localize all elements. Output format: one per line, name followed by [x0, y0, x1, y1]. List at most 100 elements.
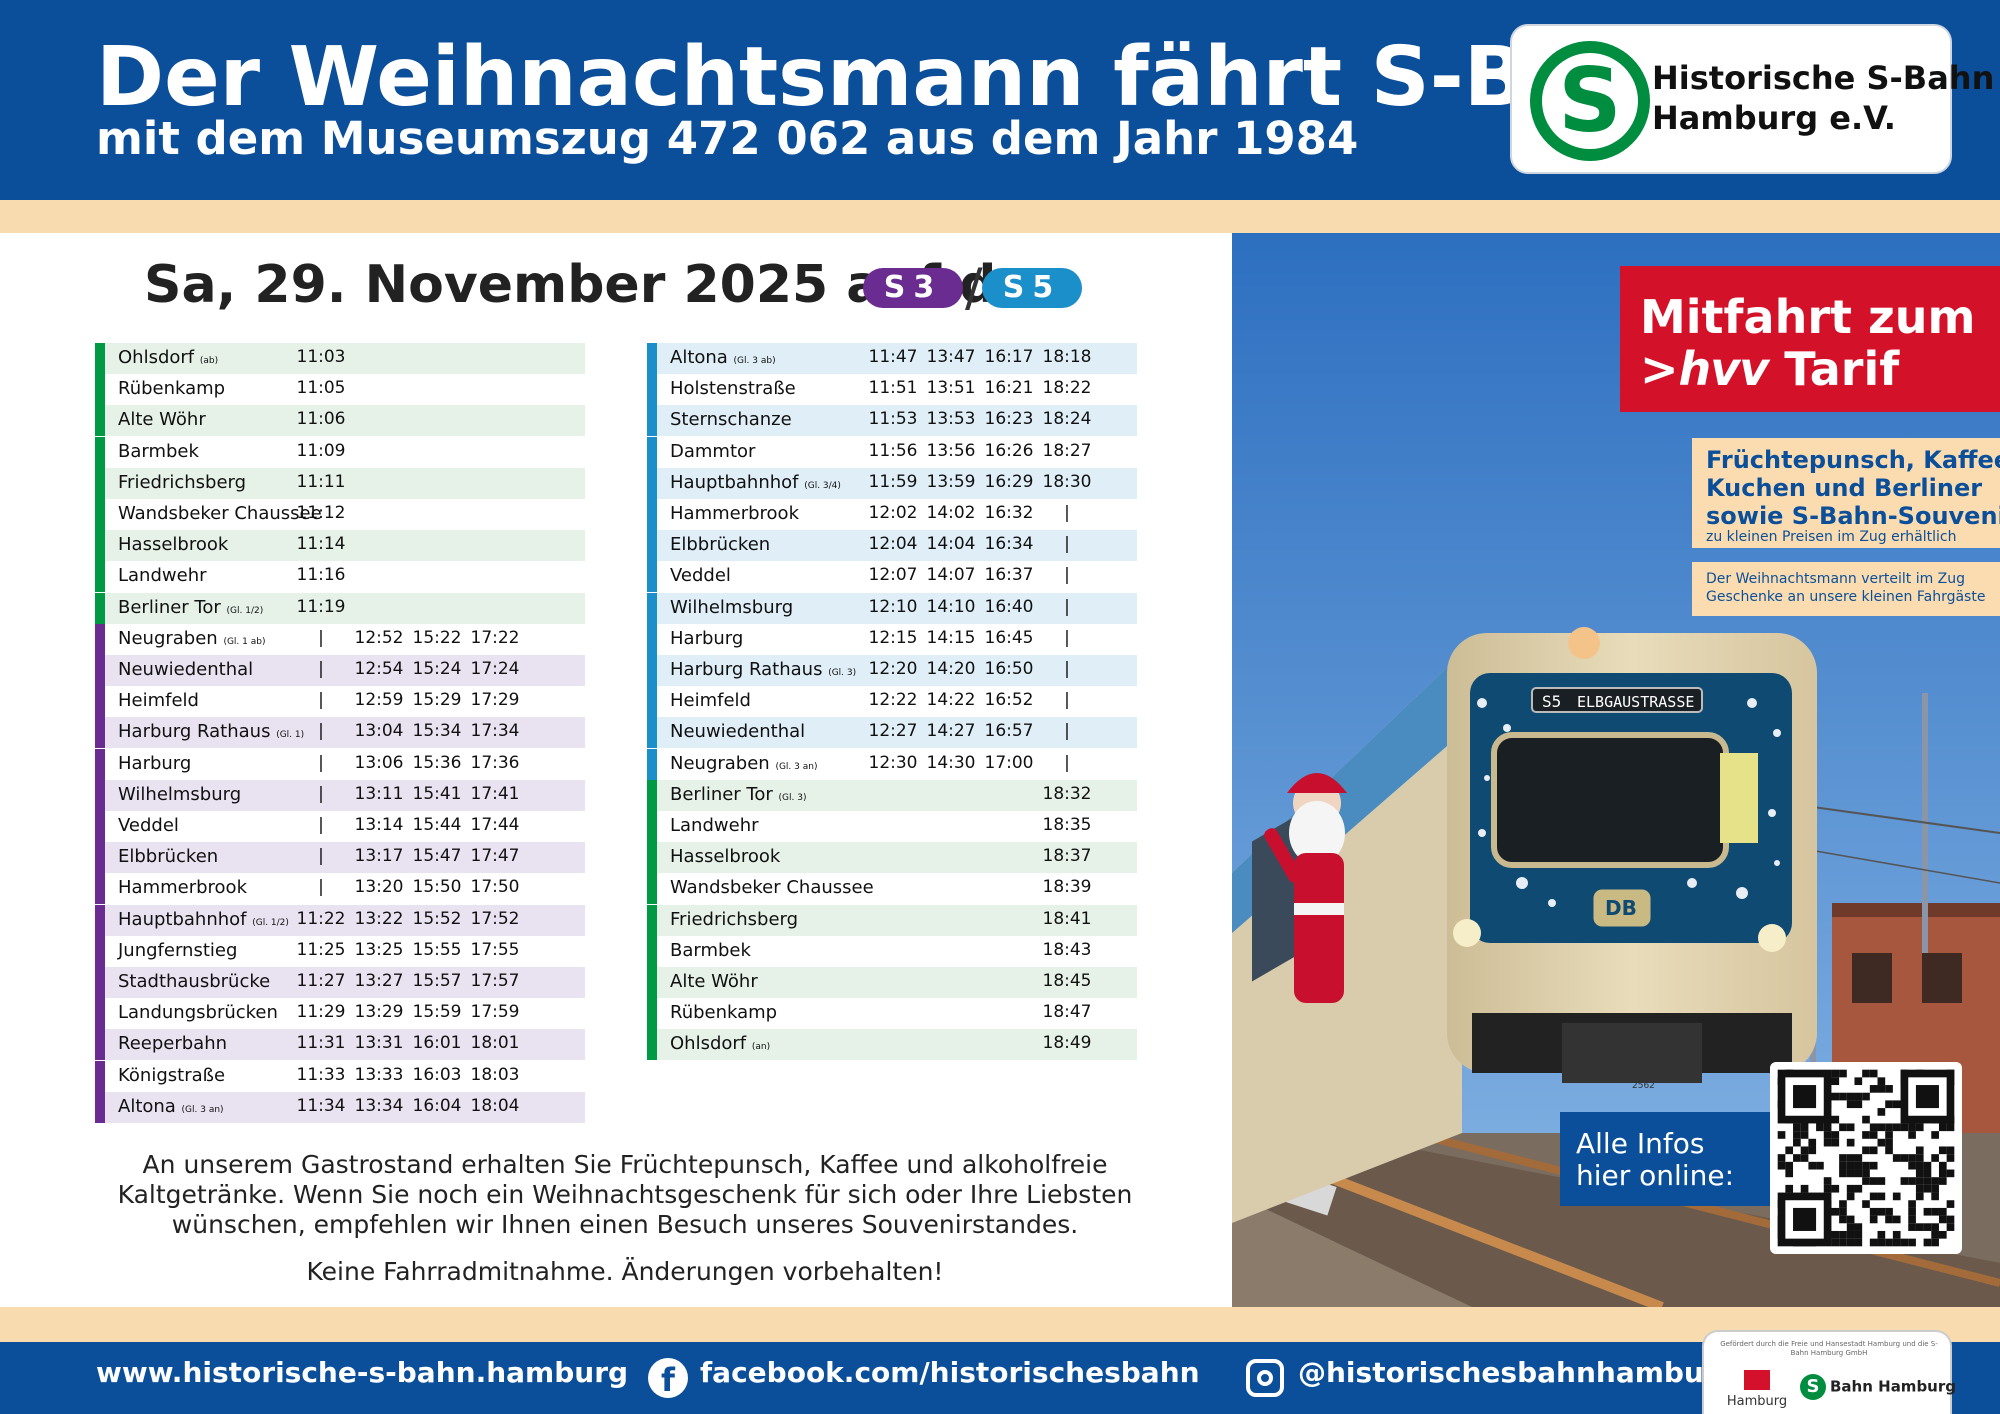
departure-time: 17:22	[470, 627, 520, 648]
departure-time: |	[318, 721, 324, 742]
gift-box: Der Weihnachtsmann verteilt im Zug Gesch…	[1692, 562, 2000, 616]
qr-code[interactable]	[1770, 1062, 1962, 1254]
departure-time: 15:22	[412, 627, 462, 648]
departure-time: |	[1064, 721, 1070, 742]
departure-time: 12:04	[868, 534, 918, 555]
platform-note: (Gl. 1/2)	[226, 605, 264, 616]
station-name: Neuwiedenthal	[118, 659, 254, 680]
line-color-bar	[95, 873, 105, 905]
station-name: Ohlsdorf (ab)	[118, 347, 219, 368]
divider-band	[0, 200, 2000, 233]
departure-time: 12:20	[868, 659, 918, 679]
station-name: Berliner Tor (Gl. 1/2)	[118, 596, 264, 618]
website-link[interactable]: www.historische-s-bahn.hamburg	[96, 1356, 629, 1389]
divider-band-bottom	[0, 1307, 2000, 1342]
table-row: Wandsbeker Chaussee 11:12	[95, 499, 585, 530]
table-row: Dammtor 11:56 13:56 16:26 18:27	[647, 436, 1137, 468]
departure-time: 11:31	[296, 1033, 346, 1054]
line-color-bar	[647, 499, 657, 530]
table-row: Barmbek 18:43	[647, 935, 1137, 967]
station-name: Hasselbrook	[118, 534, 229, 556]
line-color-bar	[647, 935, 657, 967]
station-name: Neugraben (Gl. 1 ab)	[118, 627, 266, 649]
table-row: Hauptbahnhof (Gl. 3/4) 11:59 13:59 16:29 18:…	[647, 467, 1137, 499]
hvv-fare-badge: Mitfahrt zum >hvv Tarif	[1620, 266, 2000, 412]
departure-time: 18:35	[1042, 815, 1092, 835]
table-row: Wilhelmsburg 12:10 14:10 16:40 |	[647, 592, 1137, 624]
departure-time: 13:17	[354, 846, 404, 867]
departure-time: 11:53	[868, 409, 918, 430]
line-color-bar	[95, 748, 105, 780]
line-color-bar	[647, 717, 657, 749]
station-name: Altona (Gl. 3 an)	[118, 1095, 224, 1117]
station-name: Neugraben (Gl. 3 an)	[670, 752, 818, 774]
table-row: Elbbrücken | 13:17 15:47 17:47	[95, 842, 585, 874]
platform-note: (ab)	[199, 356, 219, 366]
instagram-icon	[1246, 1359, 1284, 1397]
departure-time: 12:30	[868, 752, 918, 773]
line-color-bar	[647, 405, 657, 437]
departure-time: 13:53	[926, 409, 976, 430]
departure-time: 12:22	[868, 690, 918, 711]
table-row: Harburg | 13:06 15:36 17:36	[95, 748, 585, 780]
line-color-bar	[95, 405, 105, 437]
departure-time: 18:30	[1042, 471, 1092, 492]
gastro-note: An unserem Gastrostand erhalten Sie Früc…	[117, 1150, 1133, 1239]
departure-time: 16:23	[984, 409, 1034, 430]
facebook-link[interactable]: facebook.com/historischesbahn	[700, 1356, 1200, 1389]
departure-time: 17:41	[470, 783, 520, 804]
departure-time: 13:31	[354, 1033, 404, 1054]
departure-time: 16:50	[984, 659, 1034, 679]
line-color-bar	[95, 811, 105, 842]
departure-time: 11:11	[296, 471, 346, 492]
departure-time: 15:55	[412, 939, 462, 960]
departure-time: 13:06	[354, 752, 404, 773]
departure-time: 18:41	[1042, 908, 1092, 929]
departure-time: 11:22	[296, 908, 346, 929]
station-name: Wilhelmsburg	[118, 783, 242, 805]
platform-note: (Gl. 3/4)	[804, 480, 841, 491]
table-row: Stadthausbrücke 11:27 13:27 15:57 17:57	[95, 967, 585, 998]
departure-time: 13:25	[354, 939, 404, 960]
platform-note: (Gl. 3 an)	[181, 1104, 224, 1115]
platform-note: (Gl. 1)	[276, 730, 305, 741]
offer-text: Früchtepunsch, Kaffee, Kuchen und Berlin…	[1706, 446, 2000, 530]
table-row: Barmbek 11:09	[95, 436, 585, 468]
line-color-bar	[647, 842, 657, 874]
departure-time: 11:09	[296, 440, 346, 461]
table-row: Harburg Rathaus (Gl. 3) 12:20 14:20 16:50 |	[647, 655, 1137, 686]
departure-time: |	[318, 627, 324, 648]
table-row: Landwehr 11:16	[95, 561, 585, 593]
table-row: Friedrichsberg 11:11	[95, 467, 585, 499]
departure-time: 11:56	[868, 440, 918, 461]
table-row: Altona (Gl. 3 ab) 11:47 13:47 16:17 18:18	[647, 343, 1137, 374]
departure-time: 17:47	[470, 846, 520, 867]
line-color-bar	[647, 998, 657, 1030]
departure-time: 17:57	[470, 971, 520, 991]
station-name: Hauptbahnhof (Gl. 1/2)	[118, 908, 289, 930]
departure-time: 16:03	[412, 1064, 462, 1085]
departure-time: 18:45	[1042, 971, 1092, 991]
table-row: Neugraben (Gl. 1 ab) | 12:52 15:22 17:22	[95, 623, 585, 655]
departure-time: 18:43	[1042, 939, 1092, 960]
table-row: Elbbrücken 12:04 14:04 16:34 |	[647, 530, 1137, 562]
station-name: Barmbek	[670, 939, 751, 961]
departure-time: 17:29	[470, 690, 520, 711]
line-color-bar	[95, 655, 105, 686]
line-color-bar	[95, 686, 105, 718]
train-destination-sign: ELBGAUSTRASSE	[1577, 693, 1694, 711]
departure-time: 13:14	[354, 815, 404, 835]
line-color-bar	[647, 967, 657, 998]
departure-time: 16:17	[984, 347, 1034, 367]
line-color-bar	[647, 655, 657, 686]
platform-note: (Gl. 3)	[828, 668, 857, 678]
station-name: Elbbrücken	[670, 534, 771, 556]
station-name: Reeperbahn	[118, 1033, 228, 1055]
fare-text: Mitfahrt zum	[1640, 290, 1976, 344]
departure-time: |	[1064, 627, 1070, 648]
line-color-bar	[95, 779, 105, 811]
offer-box: Früchtepunsch, Kaffee, Kuchen und Berlin…	[1692, 438, 2000, 548]
line-color-bar	[647, 467, 657, 499]
db-logo-icon: DB	[1605, 896, 1637, 920]
instagram-link[interactable]: @historischesbahnhamburg	[1298, 1356, 1738, 1389]
